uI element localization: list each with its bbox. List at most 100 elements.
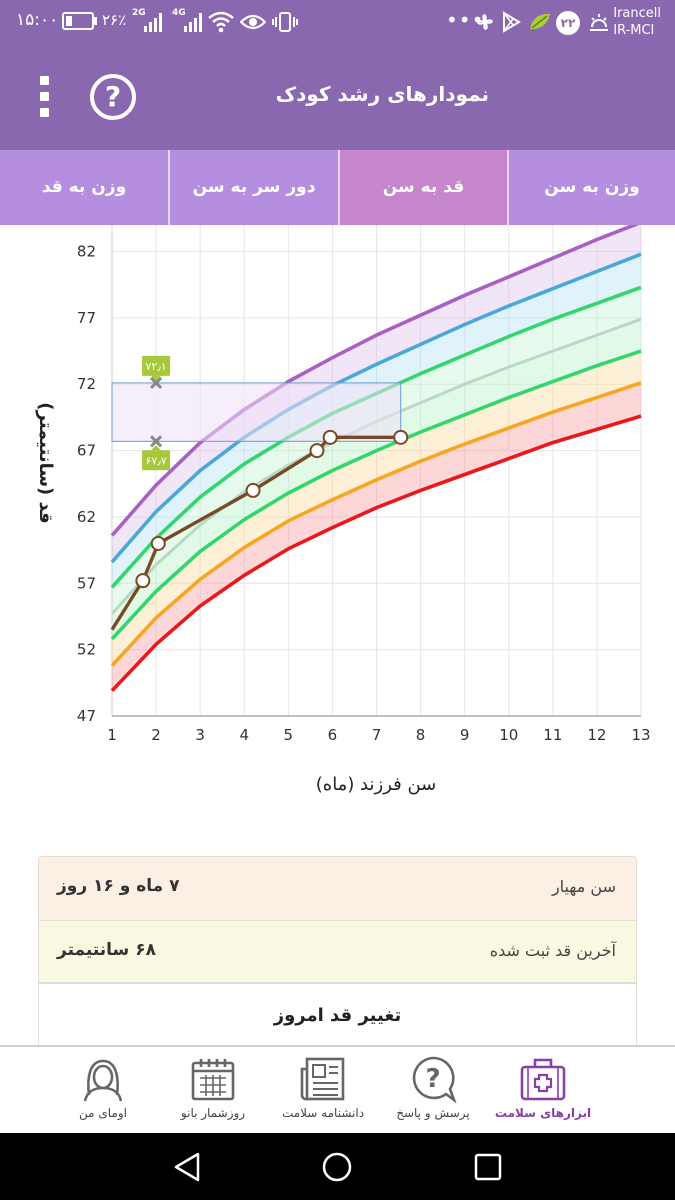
range-max-label: ۷۲٫۱ <box>142 355 171 381</box>
percentile-band <box>112 225 641 563</box>
nav-my-profile[interactable]: اومای من <box>48 1047 158 1135</box>
child-height-point <box>322 429 338 445</box>
nav-label-calendar: روزشمار بانو <box>180 1106 246 1120</box>
range-min-label-text: ۶۷٫۷ <box>145 454 166 467</box>
net-type-2g: 2G <box>132 8 146 18</box>
nav-health-tools[interactable]: ابزارهای سلامت <box>488 1047 598 1135</box>
range-max-label-text: ۷۲٫۱ <box>145 360 166 373</box>
x-tick-label: 13 <box>631 726 650 744</box>
x-tick-label: 3 <box>195 726 205 744</box>
y-tick-label: 82 <box>77 243 96 261</box>
vibrate-icon <box>272 12 298 32</box>
percentile-curve-green <box>110 349 642 641</box>
range-max-label-tip <box>151 375 162 381</box>
x-tick-label: 5 <box>284 726 294 744</box>
today-range: ۷۲٫۱ ۶۷٫۷ <box>111 355 402 471</box>
x-tick-label: 1 <box>107 726 117 744</box>
home-icon[interactable] <box>321 1151 353 1183</box>
normal-range-box <box>111 382 402 442</box>
woman-avatar-icon <box>83 1059 123 1102</box>
x-axis-label: سن فرزند (ماه) <box>316 774 437 795</box>
page-title: نمودارهای رشد کودک <box>275 82 489 106</box>
x-tick-label: 6 <box>328 726 338 744</box>
battery-icon <box>62 12 94 30</box>
y-tick-label: 47 <box>77 707 96 725</box>
child-height-series <box>110 429 409 631</box>
last-height-row: آخرین قد ثبت شده ۶۸ سانتیمتر <box>39 921 636 984</box>
child-height-point <box>150 535 166 551</box>
child-height-point <box>135 573 151 589</box>
y-tick-label: 67 <box>77 442 96 460</box>
child-height-point <box>245 482 261 498</box>
percentile-band <box>112 287 641 614</box>
growth-chart: ۷۲٫۱۶۷٫۷ 1 2 3 4 5 6 7 8 9 10 11 12 13 4752576267727… <box>35 225 651 795</box>
change-height-button[interactable]: تغییر قد امروز <box>39 984 636 1046</box>
notification-badge: ۲۲ <box>556 11 580 35</box>
percentile-band <box>112 351 641 666</box>
question-bubble-icon: ? <box>412 1056 457 1103</box>
help-circle-icon[interactable]: ? <box>90 74 136 120</box>
age-label: سن مهیار <box>551 877 616 896</box>
range-min-label: ۶۷٫۷ <box>142 445 171 471</box>
range-max-marker <box>150 376 163 389</box>
more-vertical-icon[interactable] <box>30 74 60 120</box>
percentile-bands <box>112 225 641 691</box>
percentile-curve-orange <box>110 381 642 667</box>
tab-height-for-age[interactable]: قد به سن <box>338 150 507 225</box>
recents-icon[interactable] <box>472 1151 504 1183</box>
system-nav-bar <box>0 1133 675 1200</box>
y-tick-label: 62 <box>77 508 96 526</box>
more-dots-icon: ••• <box>446 8 485 32</box>
percentile-curve-blue <box>110 252 642 564</box>
net-type-4g: 4G <box>172 8 186 18</box>
wifi-icon <box>208 11 234 33</box>
x-tick-label: 2 <box>151 726 161 744</box>
x-tick-label: 9 <box>460 726 470 744</box>
nav-label-encyclopedia: دانشنامه سلامت <box>281 1106 365 1120</box>
y-tick-label: 77 <box>77 309 96 327</box>
calendar-icon <box>191 1059 235 1101</box>
child-height-point <box>393 429 409 445</box>
newspaper-icon <box>300 1057 345 1101</box>
last-height-value: ۶۸ سانتیمتر <box>57 940 156 960</box>
percentile-band <box>112 319 641 639</box>
y-tick-label: 52 <box>77 641 96 659</box>
nav-health-encyclopedia[interactable]: دانشنامه سلامت <box>268 1047 378 1135</box>
tab-weight-for-age[interactable]: وزن به سن <box>507 150 675 225</box>
y-tick-label: 57 <box>77 574 96 592</box>
tab-weight-for-height[interactable]: وزن به قد <box>41 177 127 197</box>
percentile-curve-red <box>110 414 642 693</box>
nav-label-qa: پرسش و پاسخ <box>396 1106 470 1120</box>
play-store-icon <box>503 11 521 33</box>
percentile-band <box>112 382 641 691</box>
range-min-marker <box>150 435 163 448</box>
x-tick-labels: 1 2 3 4 5 6 7 8 9 10 11 12 13 <box>107 726 650 744</box>
x-tick-label: 8 <box>416 726 426 744</box>
leaf-icon <box>530 13 550 30</box>
svg-text:?: ? <box>425 1064 440 1094</box>
back-icon[interactable] <box>172 1151 204 1183</box>
x-tick-label: 10 <box>499 726 518 744</box>
tab-head-for-age[interactable]: دور سر به سن <box>168 150 338 225</box>
y-tick-labels: 47 52 57 62 67 72 77 82 <box>77 243 96 725</box>
sunrise-icon <box>590 14 608 31</box>
status-bar: ۱۵:۰۰ ۲۶٪ 2G 4G ••• <box>0 0 675 44</box>
age-row: سن مهیار ۷ ماه و ۱۶ روز <box>39 857 636 921</box>
signal-icon <box>144 12 166 32</box>
carrier-info: Irancell IR-MCI <box>613 5 661 39</box>
bottom-nav: اومای من روزشمار بانو دانشنامه سلامت ? <box>0 1045 675 1133</box>
y-axis-label: قد (سانتیمتر) <box>35 402 56 523</box>
battery-tip <box>94 17 97 25</box>
medical-kit-icon <box>520 1058 566 1101</box>
battery-percent: ۲۶٪ <box>102 11 127 29</box>
nav-questions-answers[interactable]: ? پرسش و پاسخ <box>378 1047 488 1135</box>
carrier-1: Irancell <box>613 6 661 21</box>
x-tick-label: 4 <box>239 726 249 744</box>
nav-woman-calendar[interactable]: روزشمار بانو <box>158 1047 268 1135</box>
pinwheel-icon <box>477 14 493 30</box>
age-value: ۷ ماه و ۱۶ روز <box>57 876 180 896</box>
range-min-label-tip <box>151 445 162 451</box>
status-time: ۱۵:۰۰ <box>16 10 59 30</box>
nav-label-profile: اومای من <box>79 1106 127 1120</box>
